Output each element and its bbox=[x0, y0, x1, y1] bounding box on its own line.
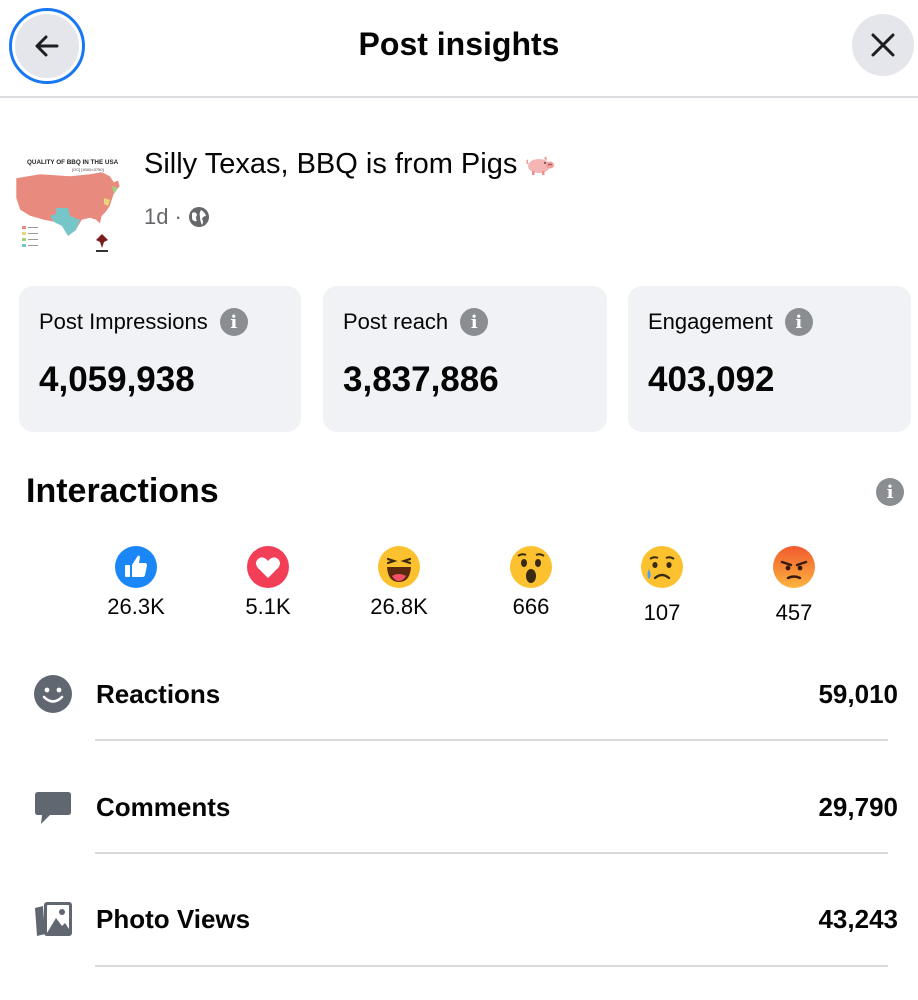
meta-separator: · bbox=[174, 204, 182, 229]
row-photo-views[interactable]: Photo Views 43,243 bbox=[0, 890, 918, 950]
post-meta: 1d · bbox=[144, 204, 210, 230]
close-button[interactable] bbox=[852, 14, 914, 76]
row-label: Reactions bbox=[96, 679, 221, 709]
pig-icon bbox=[526, 155, 555, 175]
stat-card-post-reach[interactable]: Post reach i 3,837,886 bbox=[323, 286, 607, 432]
row-value: 59,010 bbox=[818, 679, 898, 709]
reaction-wow[interactable]: 666 bbox=[496, 545, 566, 620]
interactions-title: Interactions bbox=[26, 472, 219, 510]
sad-icon bbox=[641, 546, 683, 588]
row-value: 43,243 bbox=[818, 904, 898, 934]
row-label: Photo Views bbox=[96, 904, 251, 934]
reaction-count: 26.3K bbox=[107, 594, 165, 619]
info-icon[interactable]: i bbox=[876, 478, 904, 506]
reaction-like[interactable]: 26.3K bbox=[101, 545, 171, 620]
stat-label-row: Post Impressions i bbox=[39, 308, 281, 336]
row-reactions[interactable]: Reactions 59,010 bbox=[0, 665, 918, 725]
row-comments[interactable]: Comments 29,790 bbox=[0, 778, 918, 838]
post-age: 1d bbox=[144, 204, 169, 229]
reaction-count: 5.1K bbox=[245, 594, 291, 619]
stat-card-engagement[interactable]: Engagement i 403,092 bbox=[628, 286, 911, 432]
thumbnail-title: QUALITY OF BBQ IN THE USA bbox=[27, 159, 119, 166]
thumbnail-subtitle: [OC] [4000×3750] bbox=[72, 167, 104, 172]
back-button[interactable] bbox=[9, 8, 85, 84]
reaction-haha[interactable]: 26.8K bbox=[364, 545, 434, 620]
reaction-count: 107 bbox=[643, 600, 681, 625]
haha-icon bbox=[378, 546, 420, 588]
header: Post insights bbox=[0, 0, 918, 98]
love-icon bbox=[247, 546, 289, 588]
stat-label: Post Impressions bbox=[39, 309, 208, 334]
reaction-count: 666 bbox=[512, 594, 550, 619]
stat-value: 3,837,886 bbox=[343, 360, 499, 399]
info-icon[interactable]: i bbox=[219, 308, 248, 336]
page-title: Post insights bbox=[358, 26, 560, 62]
info-icon[interactable]: i bbox=[784, 308, 813, 336]
stat-label: Post reach bbox=[343, 309, 449, 334]
reaction-count: 26.8K bbox=[370, 594, 428, 619]
stat-label-row: Engagement i bbox=[648, 308, 891, 336]
angry-icon bbox=[773, 546, 815, 588]
post-thumbnail[interactable]: QUALITY OF BBQ IN THE USA [OC] [4000×375… bbox=[10, 150, 124, 260]
comment-bubble-icon bbox=[35, 792, 71, 824]
back-button-circle bbox=[15, 14, 79, 78]
usa-map-thumbnail: QUALITY OF BBQ IN THE USA [OC] [4000×375… bbox=[15, 159, 121, 252]
globe-icon bbox=[188, 207, 209, 227]
row-value: 29,790 bbox=[818, 792, 898, 822]
divider bbox=[95, 965, 888, 967]
stat-value: 4,059,938 bbox=[39, 360, 195, 399]
reaction-angry[interactable]: 457 bbox=[759, 545, 829, 626]
post-title[interactable]: Silly Texas, BBQ is from Pigs bbox=[144, 148, 555, 181]
reaction-sad[interactable]: 107 bbox=[627, 545, 697, 626]
like-icon bbox=[115, 546, 157, 588]
stat-value: 403,092 bbox=[648, 360, 775, 399]
close-icon bbox=[871, 33, 895, 57]
divider bbox=[95, 852, 888, 854]
reaction-count: 457 bbox=[775, 600, 813, 625]
photos-icon bbox=[35, 902, 72, 936]
stat-card-post-impressions[interactable]: Post Impressions i 4,059,938 bbox=[19, 286, 301, 432]
smiley-icon bbox=[34, 675, 72, 713]
stat-label: Engagement bbox=[648, 309, 773, 334]
info-icon[interactable]: i bbox=[460, 308, 489, 336]
wow-icon bbox=[510, 546, 552, 588]
post-title-text: Silly Texas, BBQ is from Pigs bbox=[144, 148, 518, 180]
arrow-left-icon bbox=[35, 35, 59, 57]
divider bbox=[95, 739, 888, 741]
reaction-love[interactable]: 5.1K bbox=[233, 545, 303, 620]
row-label: Comments bbox=[96, 792, 231, 822]
stat-label-row: Post reach i bbox=[343, 308, 587, 336]
